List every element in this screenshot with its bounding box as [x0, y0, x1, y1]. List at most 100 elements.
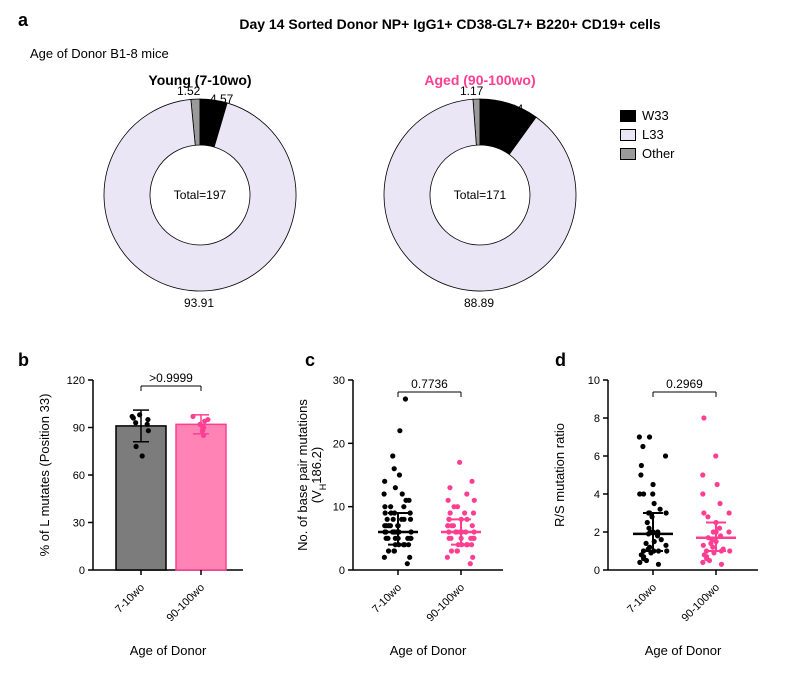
data-point [449, 548, 454, 553]
data-point [638, 472, 643, 477]
svg-text:R/S mutation ratio: R/S mutation ratio [552, 423, 567, 527]
svg-text:7-10wo: 7-10wo [625, 582, 659, 616]
data-point [652, 501, 657, 506]
svg-text:90: 90 [73, 423, 85, 435]
data-point [382, 504, 387, 509]
data-point [134, 444, 139, 449]
svg-text:6: 6 [594, 451, 600, 463]
svg-text:4: 4 [594, 489, 600, 501]
data-point [145, 417, 150, 422]
data-point [657, 507, 662, 512]
data-point [406, 498, 411, 503]
svg-text:>0.9999: >0.9999 [149, 371, 193, 385]
data-point [381, 491, 386, 496]
data-point [393, 485, 398, 490]
data-point [451, 504, 456, 509]
panel-d-chart: 02468107-10wo90-100wo0.2969R/S mutation … [550, 360, 780, 680]
svg-text:120: 120 [67, 375, 85, 387]
data-point [145, 422, 150, 427]
svg-text:10: 10 [588, 375, 600, 387]
svg-text:90-100wo: 90-100wo [424, 582, 467, 625]
svg-text:Age of Donor: Age of Donor [645, 643, 722, 658]
data-point [641, 491, 646, 496]
data-point [647, 545, 652, 550]
data-point [705, 514, 710, 519]
data-point [701, 415, 706, 420]
legend-label: W33 [642, 108, 669, 123]
legend-label: Other [642, 146, 675, 161]
data-point [403, 396, 408, 401]
aged-l33-label: 88.89 [464, 296, 494, 310]
data-point [715, 482, 720, 487]
svg-text:Age of Donor: Age of Donor [390, 643, 467, 658]
data-point [388, 504, 393, 509]
data-point [408, 536, 413, 541]
young-w33-label: 4.57 [210, 92, 233, 106]
legend-swatch [620, 110, 636, 122]
data-point [639, 463, 644, 468]
data-point [663, 543, 668, 548]
data-point [726, 529, 731, 534]
data-point [637, 560, 642, 565]
data-point [146, 428, 151, 433]
bar [116, 426, 166, 570]
data-point [646, 526, 651, 531]
data-point [140, 453, 145, 458]
legend-swatch [620, 148, 636, 160]
data-point [664, 510, 669, 515]
data-point [659, 537, 664, 542]
data-point [470, 555, 475, 560]
data-point [399, 517, 404, 522]
aged-w33-label: 9.94 [500, 102, 523, 116]
data-point [469, 479, 474, 484]
data-point [190, 414, 195, 419]
data-point [201, 433, 206, 438]
data-point [390, 453, 395, 458]
data-point [407, 555, 412, 560]
svg-text:7-10wo: 7-10wo [370, 582, 404, 616]
data-point [382, 479, 387, 484]
data-point [700, 560, 705, 565]
data-point [717, 526, 722, 531]
data-point [468, 561, 473, 566]
data-point [471, 510, 476, 515]
data-point [472, 498, 477, 503]
svg-text:% of L mutates (Position 33): % of L mutates (Position 33) [37, 394, 52, 557]
data-point [464, 491, 469, 496]
young-other-label: 1.52 [177, 84, 200, 98]
data-point [447, 536, 452, 541]
data-point [645, 520, 650, 525]
panel-a-letter: a [18, 10, 28, 31]
svg-text:10: 10 [333, 502, 345, 514]
data-point [713, 453, 718, 458]
data-point [656, 562, 661, 567]
legend-item-l33: L33 [620, 127, 675, 142]
donut-aged: Total=171 [380, 95, 580, 295]
svg-text:0: 0 [79, 565, 85, 577]
data-point [701, 543, 706, 548]
svg-text:(VH186.2): (VH186.2) [309, 447, 328, 503]
figure-subtitle: Age of Donor B1-8 mice [30, 46, 169, 61]
data-point [131, 415, 136, 420]
svg-text:20: 20 [333, 438, 345, 450]
data-point [650, 482, 655, 487]
legend-swatch [620, 129, 636, 141]
legend-item-w33: W33 [620, 108, 675, 123]
panel-c-chart: 01020307-10wo90-100wo0.7736No. of base p… [295, 360, 525, 680]
data-point [650, 491, 655, 496]
legend: W33 L33 Other [620, 108, 675, 165]
data-point [397, 472, 402, 477]
panel-b-chart: 03060901207-10wo90-100wo>0.9999% of L mu… [35, 360, 265, 680]
donut-young: Total=197 [100, 95, 300, 295]
data-point [446, 517, 451, 522]
data-point [397, 428, 402, 433]
data-point [462, 510, 467, 515]
data-point [448, 510, 453, 515]
svg-text:Age of Donor: Age of Donor [130, 643, 207, 658]
svg-text:90-100wo: 90-100wo [679, 582, 722, 625]
data-point [701, 510, 706, 515]
data-point [446, 498, 451, 503]
data-point [727, 548, 732, 553]
data-point [391, 517, 396, 522]
data-point [471, 536, 476, 541]
